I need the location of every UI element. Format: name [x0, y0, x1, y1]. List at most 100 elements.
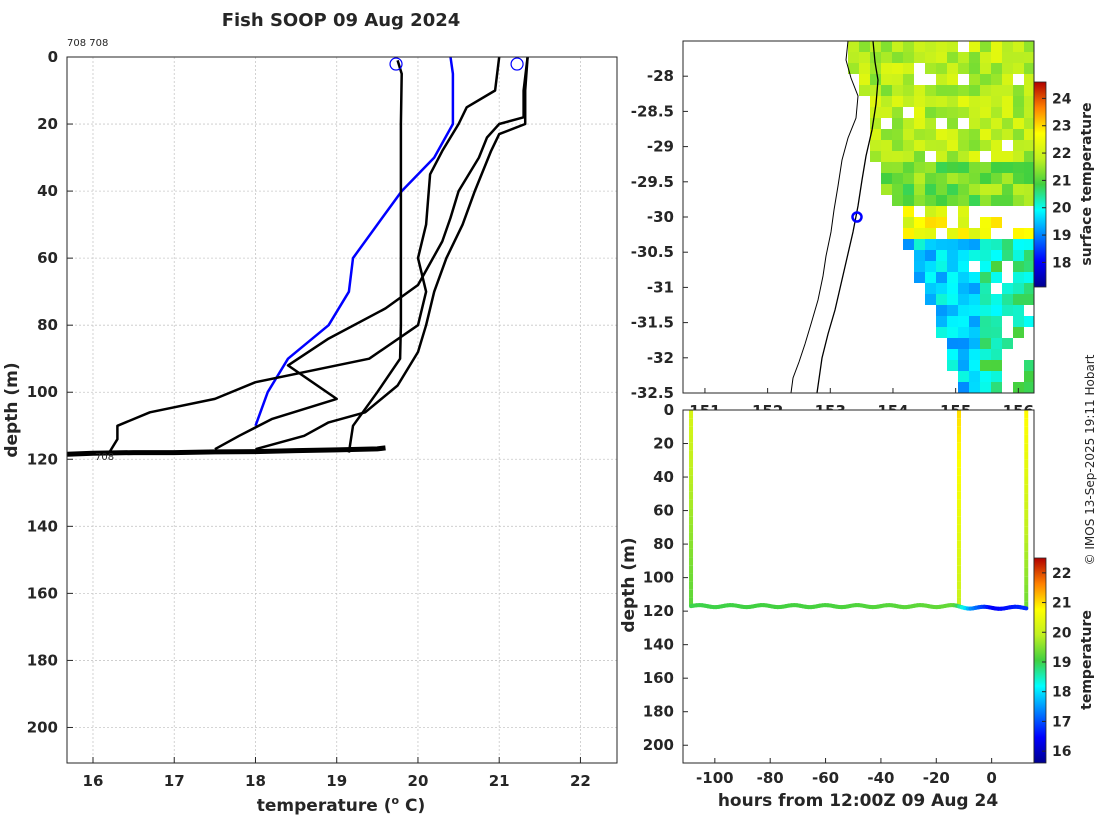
profile-xtick-label: 20 — [408, 772, 429, 790]
sst-cell — [980, 118, 991, 129]
sst-cell — [958, 107, 969, 118]
profile-xlabel-unit: C) — [399, 796, 425, 816]
map-colorbar-tick-label: 21 — [1052, 173, 1071, 189]
sst-cell — [980, 63, 991, 74]
sst-cell — [925, 206, 936, 217]
sst-cell — [1013, 162, 1024, 173]
sst-cell — [991, 173, 1002, 184]
map-ytick-label: -32.5 — [631, 384, 674, 402]
sst-cell — [936, 107, 947, 118]
sst-cell — [914, 272, 925, 283]
sst-cell — [1002, 52, 1013, 63]
sst-cell — [1002, 85, 1013, 96]
sst-cell — [892, 118, 903, 129]
sst-cell — [947, 184, 958, 195]
sst-cell — [991, 250, 1002, 261]
sst-cell — [969, 52, 980, 63]
profile-xtick-label: 22 — [570, 772, 591, 790]
sst-cell — [1013, 239, 1024, 250]
platform-label: 708 708 — [67, 38, 108, 49]
sst-cell — [1002, 239, 1013, 250]
sst-cell — [1013, 228, 1024, 239]
sst-cell — [969, 195, 980, 206]
sst-cell — [1013, 327, 1024, 338]
sst-cell — [1013, 184, 1024, 195]
sst-cell — [936, 206, 947, 217]
sst-cell — [914, 85, 925, 96]
sst-cell — [892, 151, 903, 162]
profile-xtick-label: 18 — [245, 772, 266, 790]
map-ytick-label: -31.5 — [631, 314, 674, 332]
sst-cell — [1024, 129, 1034, 140]
sst-cell — [947, 250, 958, 261]
sst-cell — [1024, 52, 1034, 63]
sst-cell — [925, 96, 936, 107]
sst-cell — [1013, 151, 1024, 162]
sst-cell — [1013, 272, 1024, 283]
sst-cell — [892, 195, 903, 206]
sst-cell — [958, 217, 969, 228]
sst-cell — [958, 283, 969, 294]
sst-cell — [991, 162, 1002, 173]
sst-cell — [936, 140, 947, 151]
map-coast — [790, 41, 879, 393]
sst-cell — [991, 129, 1002, 140]
sst-cell — [1013, 96, 1024, 107]
sst-cell — [991, 382, 1002, 393]
track-colorbar-tick-label: 18 — [1052, 685, 1071, 701]
sst-cell — [1013, 129, 1024, 140]
sst-cell — [1002, 195, 1013, 206]
sst-cell — [1002, 151, 1013, 162]
sst-cell — [969, 85, 980, 96]
sst-cell — [969, 173, 980, 184]
sst-cell — [991, 85, 1002, 96]
sst-cell — [980, 217, 991, 228]
track-colorbar-tick-label: 20 — [1052, 625, 1072, 641]
sst-cell — [859, 41, 870, 52]
track-casts — [689, 410, 1029, 611]
sst-cell — [1024, 228, 1034, 239]
sst-cell — [1013, 382, 1024, 393]
track-xtick-label: -20 — [923, 769, 950, 787]
sst-cell — [914, 250, 925, 261]
sst-cell — [1024, 74, 1034, 85]
track-xtick-label: 0 — [986, 769, 996, 787]
sst-cell — [969, 162, 980, 173]
sst-cell — [1013, 118, 1024, 129]
sst-cell — [903, 41, 914, 52]
sst-cell — [969, 129, 980, 140]
sst-cell — [903, 74, 914, 85]
sst-cell — [914, 261, 925, 272]
profile-ticks: 16 17 18 19 20 21 22 0 20 40 60 80 100 120 140 160 180 20… — [27, 48, 591, 790]
sst-cell — [991, 74, 1002, 85]
sst-cell — [958, 371, 969, 382]
sst-cell — [980, 283, 991, 294]
sst-cell — [914, 162, 925, 173]
sst-cell — [958, 327, 969, 338]
sst-cell — [936, 294, 947, 305]
sst-cell — [947, 74, 958, 85]
sst-cell — [914, 118, 925, 129]
sst-cell — [958, 140, 969, 151]
profile-ylabel: depth (m) — [2, 362, 22, 457]
map-colorbar-tick-label: 19 — [1052, 228, 1071, 244]
sst-cell — [969, 316, 980, 327]
map-ytick-label: -30 — [647, 208, 674, 226]
profile-ytick-label: 60 — [37, 249, 58, 267]
sst-cell — [947, 327, 958, 338]
sst-cell — [958, 338, 969, 349]
sst-cell — [1002, 129, 1013, 140]
sst-cell — [1013, 173, 1024, 184]
sst-cell — [1013, 294, 1024, 305]
sst-cell — [1013, 283, 1024, 294]
sst-cell — [936, 283, 947, 294]
sst-cell — [1024, 162, 1034, 173]
sst-cell — [892, 74, 903, 85]
sst-cell — [969, 305, 980, 316]
track-ytick-label: 80 — [653, 535, 674, 553]
sst-cell — [870, 118, 881, 129]
sst-cell — [969, 294, 980, 305]
sst-cell — [936, 173, 947, 184]
sst-cell — [1013, 107, 1024, 118]
